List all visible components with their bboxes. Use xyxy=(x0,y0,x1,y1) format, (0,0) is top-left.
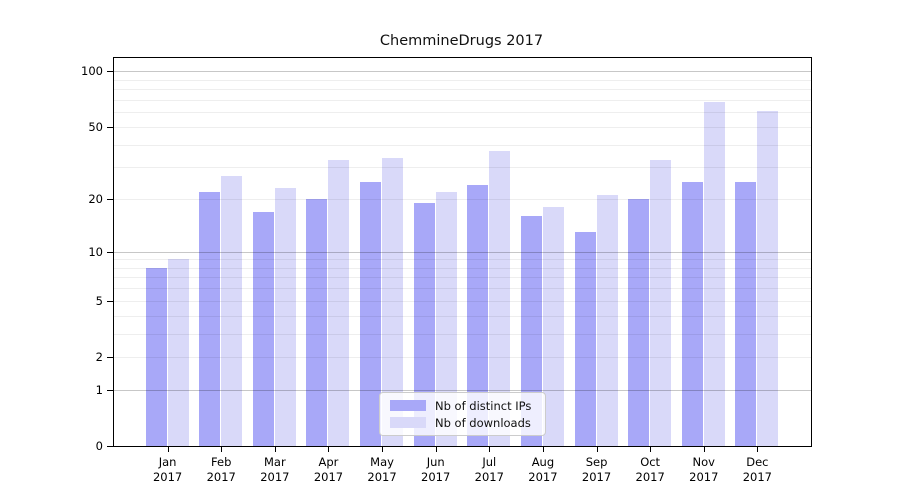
y-axis-label-100: 100 xyxy=(81,64,103,79)
y-axis-label-2: 2 xyxy=(95,350,103,365)
bar-apr-distinct-ips xyxy=(306,199,328,446)
legend-entry-distinct-ips: Nb of distinct IPs xyxy=(380,399,545,413)
y-axis-label-10: 10 xyxy=(88,244,103,259)
bar-jul-distinct-ips xyxy=(467,184,489,446)
gridline-minor-8 xyxy=(114,267,811,269)
x-axis-tick-jul xyxy=(489,446,491,452)
gridline-minor-70 xyxy=(114,100,811,102)
y-axis-tick-1 xyxy=(107,390,114,392)
bar-feb-downloads xyxy=(221,175,243,446)
bar-oct-distinct-ips xyxy=(628,199,650,446)
gridline-minor-30 xyxy=(114,167,811,169)
plot-area: 100 50 20 10 5 2 1 0 Jan 2017 Feb 2017 Mar 2017 Apr… xyxy=(81,57,812,484)
bar-jun-distinct-ips xyxy=(413,202,435,446)
legend-swatch-downloads xyxy=(390,417,426,428)
bar-mar-distinct-ips xyxy=(252,211,274,446)
gridline-major-100 xyxy=(114,71,811,73)
gridline-minor-7 xyxy=(114,277,811,279)
y-axis-label-1: 1 xyxy=(95,383,103,398)
bar-may-distinct-ips xyxy=(360,181,382,446)
x-axis-label-jun: Jun 2017 xyxy=(421,455,451,484)
gridline-minor-50 xyxy=(114,126,811,128)
gridline-minor-6 xyxy=(114,288,811,290)
x-axis-label-jul: Jul 2017 xyxy=(474,455,504,484)
bar-sep-downloads xyxy=(596,195,618,446)
legend-swatch-distinct-ips xyxy=(390,400,426,411)
x-axis-tick-feb xyxy=(221,446,223,452)
y-axis-tick-0 xyxy=(107,446,114,448)
bar-mar-downloads xyxy=(274,188,296,446)
y-axis-tick-20 xyxy=(107,199,114,200)
bar-nov-distinct-ips xyxy=(681,181,703,446)
x-axis-label-oct: Oct 2017 xyxy=(635,455,665,484)
x-axis-tick-sep xyxy=(596,446,598,452)
gridline-minor-5 xyxy=(114,300,811,302)
x-axis-tick-jan xyxy=(167,446,169,452)
y-axis-label-20: 20 xyxy=(88,192,103,206)
bar-may-downloads xyxy=(382,157,404,446)
x-axis-label-apr: Apr 2017 xyxy=(313,455,344,484)
x-axis-tick-jun xyxy=(435,446,437,452)
gridline-minor-2 xyxy=(114,357,811,359)
y-axis-tick-100 xyxy=(107,71,114,73)
gridline-minor-60 xyxy=(114,112,811,114)
bar-dec-downloads xyxy=(757,111,779,446)
x-axis-tick-aug xyxy=(542,446,544,452)
x-axis-tick-mar xyxy=(274,446,276,452)
bar-jan-distinct-ips xyxy=(145,267,167,446)
gridline-major-10 xyxy=(114,251,811,253)
bar-jan-downloads xyxy=(167,259,189,446)
bar-aug-distinct-ips xyxy=(520,216,542,446)
bar-nov-downloads xyxy=(703,102,725,446)
legend-label-distinct-ips: Nb of distinct IPs xyxy=(435,398,532,413)
legend: Nb of distinct IPs Nb of downloads xyxy=(379,392,546,436)
bar-dec-distinct-ips xyxy=(735,181,757,446)
x-axis-label-feb: Feb 2017 xyxy=(206,455,236,484)
gridline-minor-90 xyxy=(114,79,811,81)
chart-title: ChemmineDrugs 2017 xyxy=(379,33,544,49)
x-axis-tick-apr xyxy=(328,446,330,452)
x-axis-tick-nov xyxy=(703,446,705,452)
bar-aug-downloads xyxy=(542,207,564,446)
x-axis-tick-may xyxy=(382,446,384,452)
x-axis-label-may: May 2017 xyxy=(367,455,397,484)
y-axis-label-50: 50 xyxy=(88,119,103,134)
bar-jul-downloads xyxy=(489,150,511,446)
gridline-minor-20 xyxy=(114,199,811,200)
y-axis-tick-2 xyxy=(107,357,114,359)
y-axis-tick-50 xyxy=(107,126,114,128)
gridline-minor-4 xyxy=(114,315,811,317)
x-axis-label-sep: Sep 2017 xyxy=(581,455,612,484)
y-axis-tick-10 xyxy=(107,251,114,253)
legend-entry-downloads: Nb of downloads xyxy=(380,416,545,430)
x-axis-label-aug: Aug 2017 xyxy=(528,455,558,484)
legend-label-downloads: Nb of downloads xyxy=(435,415,531,430)
y-axis-label-5: 5 xyxy=(95,293,103,308)
x-axis-label-mar: Mar 2017 xyxy=(260,455,290,484)
y-axis-label-0: 0 xyxy=(95,439,103,454)
x-axis-tick-oct xyxy=(650,446,652,452)
x-axis-label-dec: Dec 2017 xyxy=(742,455,773,484)
x-axis-tick-dec xyxy=(757,446,759,452)
gridline-minor-9 xyxy=(114,259,811,261)
gridline-major-1 xyxy=(114,390,811,392)
bar-apr-downloads xyxy=(328,159,350,446)
x-axis-label-nov: Nov 2017 xyxy=(689,455,719,484)
y-axis-tick-5 xyxy=(107,300,114,302)
gridline-minor-80 xyxy=(114,89,811,91)
x-axis-label-jan: Jan 2017 xyxy=(152,455,183,484)
gridline-minor-3 xyxy=(114,333,811,335)
bar-sep-distinct-ips xyxy=(574,231,596,446)
bar-oct-downloads xyxy=(650,159,672,446)
gridline-minor-40 xyxy=(114,144,811,146)
bar-jun-downloads xyxy=(435,191,457,446)
bar-feb-distinct-ips xyxy=(199,191,221,446)
